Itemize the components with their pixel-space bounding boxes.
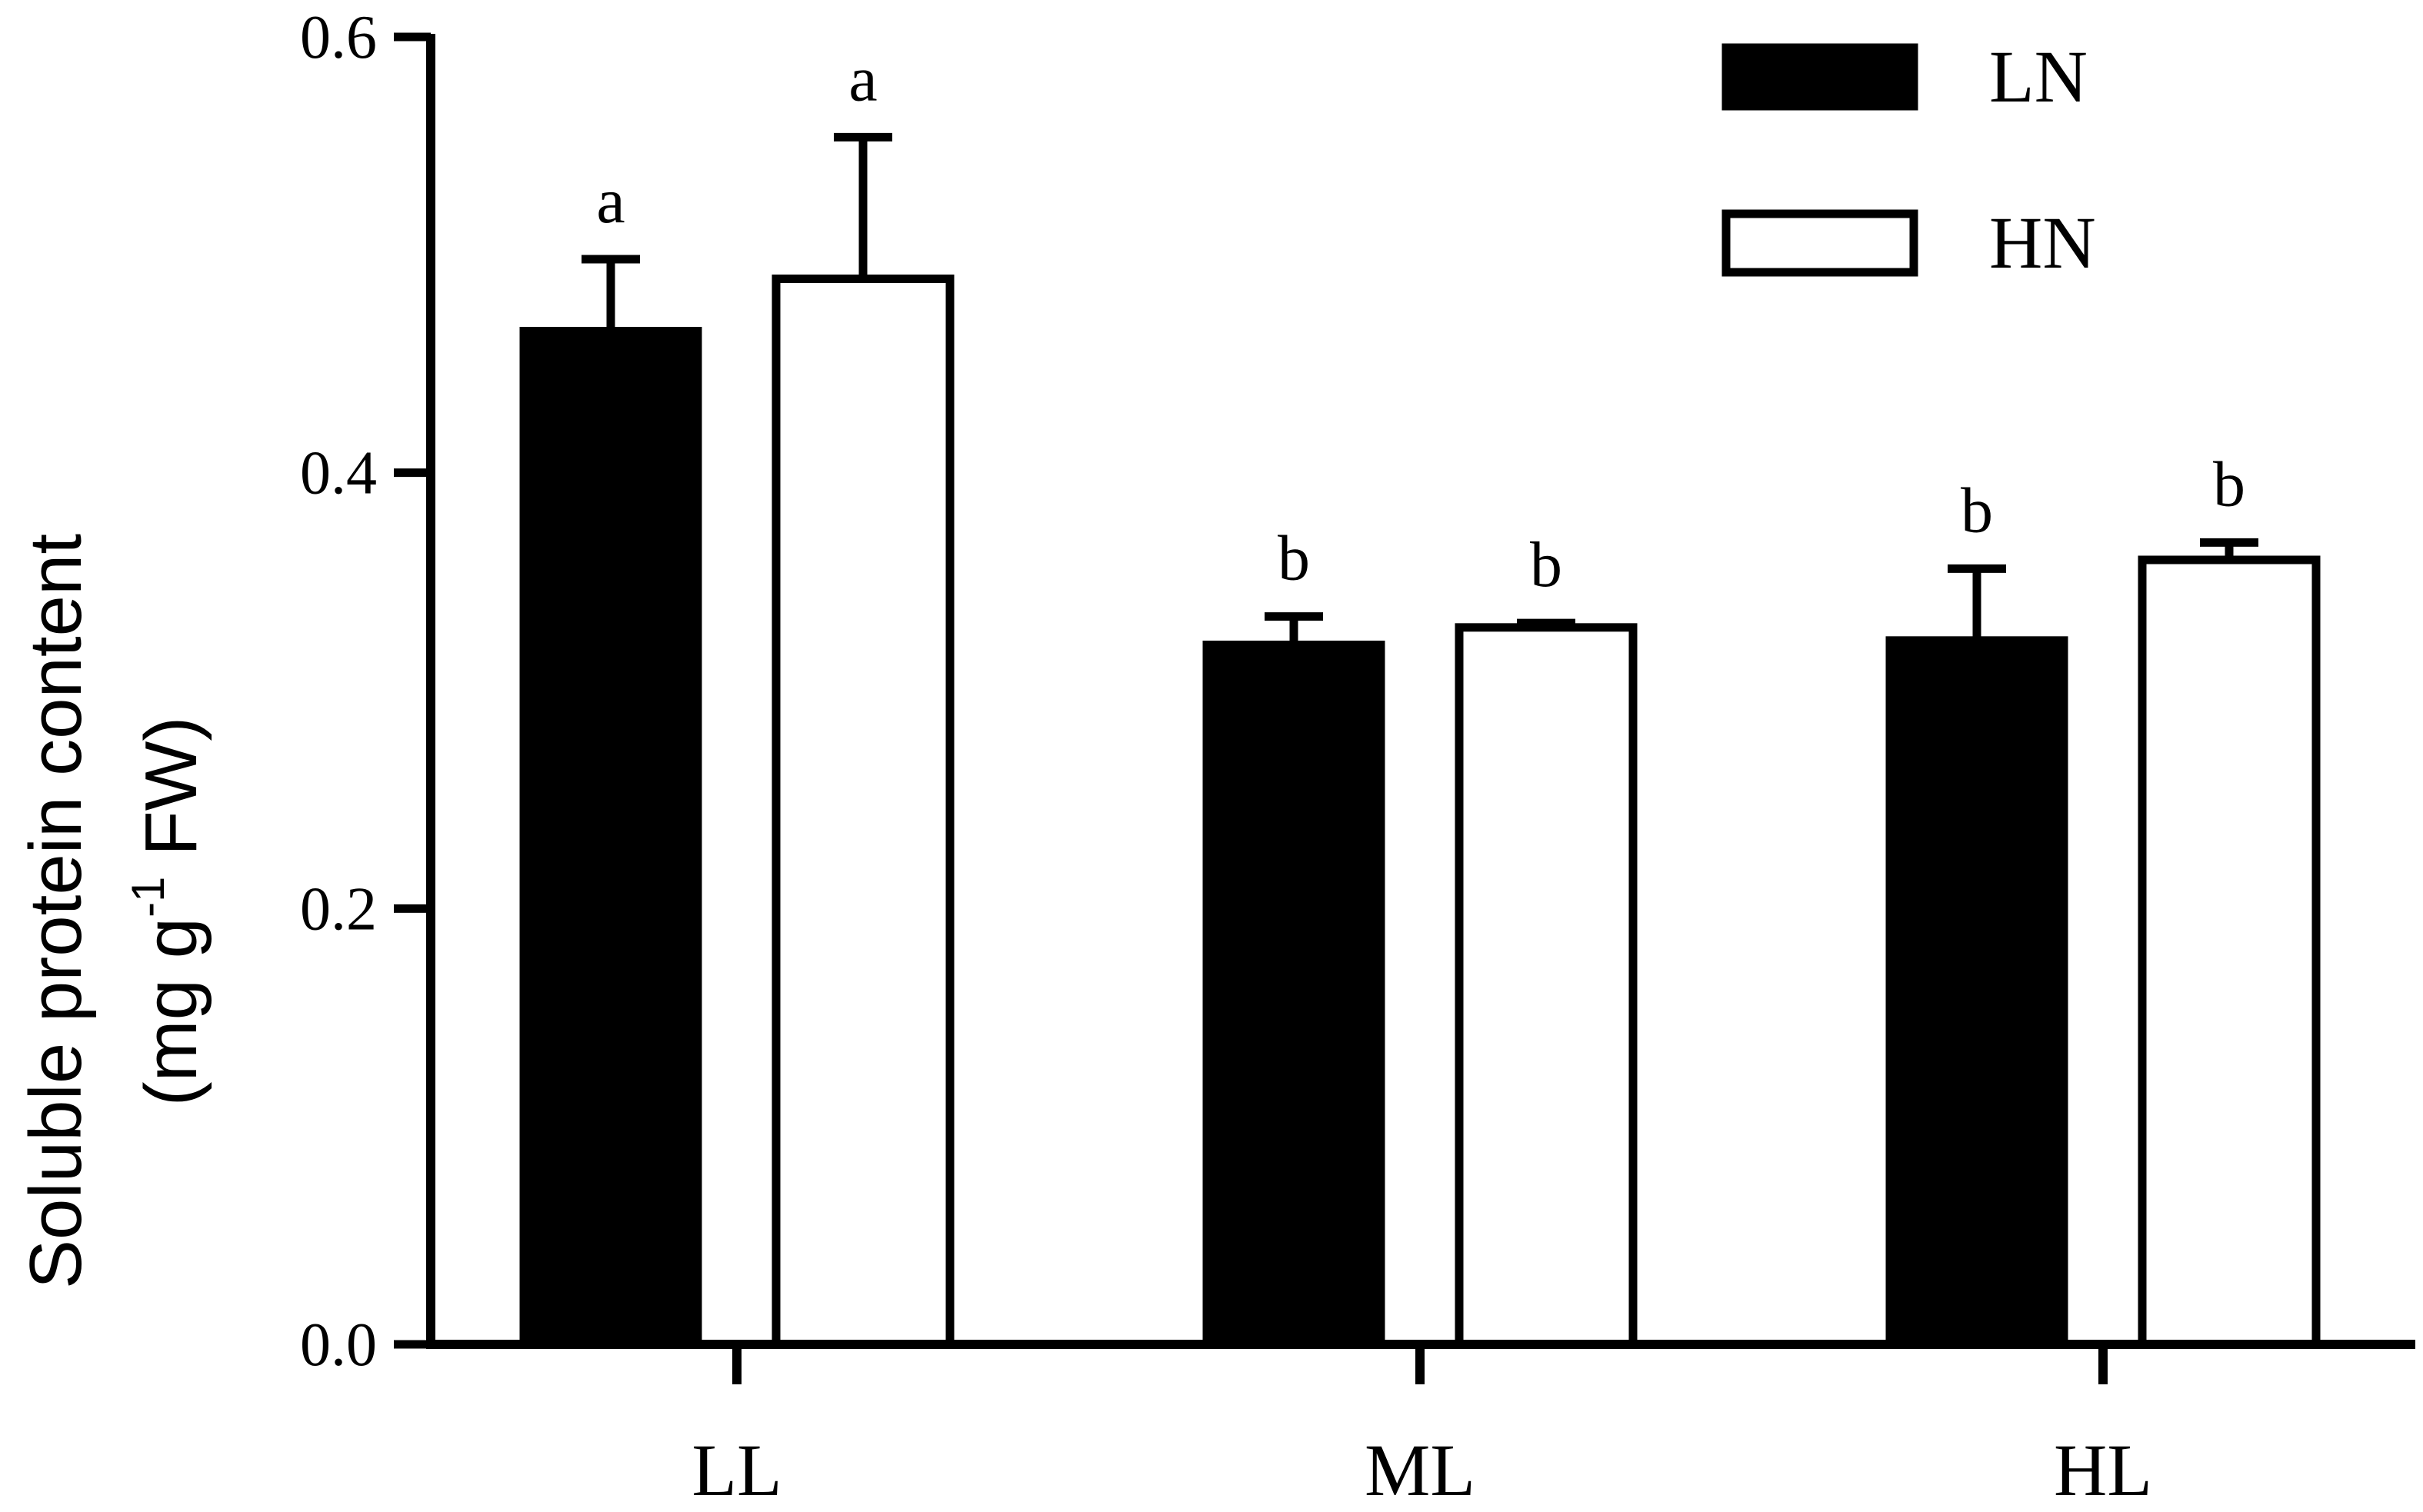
significance-letter-hn-hl: b xyxy=(2213,448,2245,520)
legend-swatch-hn xyxy=(1721,209,1918,277)
legend-label-ln: LN xyxy=(1989,35,2088,118)
axes-group xyxy=(394,32,2415,1384)
bar-ln-hl xyxy=(1885,636,2068,1349)
bar-hn-hl xyxy=(2138,555,2321,1349)
y-axis-label-line2: (mg g-1 FW) xyxy=(122,717,212,1107)
labels-group: a b b a b b 0.0 0.2 0.4 0.6 LL ML HL LN HN xyxy=(300,4,2245,1511)
legend-label-hn: HN xyxy=(1989,201,2096,284)
significance-letter-ln-hl: b xyxy=(1961,475,1993,546)
significance-letter-hn-ll: a xyxy=(848,43,877,115)
significance-letter-ln-ll: a xyxy=(596,165,625,237)
x-tick-label-hl: HL xyxy=(2054,1429,2152,1511)
y-tick-label-0.0: 0.0 xyxy=(300,1311,377,1379)
y-axis-label-line1: Soluble protein content xyxy=(15,534,97,1289)
bars-group xyxy=(519,132,2321,1349)
y-axis-label-superscript: -1 xyxy=(122,877,174,918)
x-tick-label-ml: ML xyxy=(1365,1429,1475,1511)
significance-letter-ln-ml: b xyxy=(1278,523,1310,594)
y-tick-label-0.4: 0.4 xyxy=(300,440,377,508)
bar-hn-ll xyxy=(772,275,955,1349)
x-tick-label-ll: LL xyxy=(692,1429,782,1511)
bar-hn-ml xyxy=(1455,623,1638,1349)
y-tick-label-0.2: 0.2 xyxy=(300,875,377,943)
y-axis-label: Soluble protein content (mg g-1 FW) xyxy=(15,534,212,1289)
y-tick-label-0.6: 0.6 xyxy=(300,4,377,72)
bar-ln-ml xyxy=(1202,641,1385,1349)
significance-letter-hn-ml: b xyxy=(1530,529,1562,601)
legend-swatch-ln xyxy=(1721,43,1918,111)
bar-ln-ll xyxy=(519,327,702,1349)
